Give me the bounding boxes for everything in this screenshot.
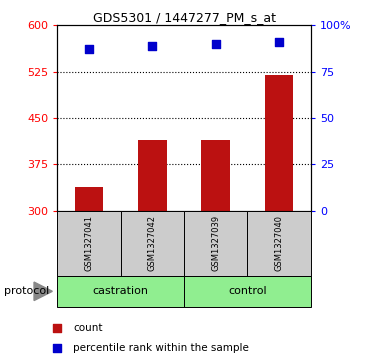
Point bbox=[54, 346, 60, 351]
Title: GDS5301 / 1447277_PM_s_at: GDS5301 / 1447277_PM_s_at bbox=[92, 11, 276, 24]
Point bbox=[86, 46, 92, 52]
Bar bbox=[248, 211, 311, 276]
Point bbox=[149, 43, 155, 49]
Text: percentile rank within the sample: percentile rank within the sample bbox=[73, 343, 249, 354]
Text: castration: castration bbox=[93, 286, 149, 296]
Point bbox=[54, 325, 60, 331]
Bar bbox=[121, 211, 184, 276]
Point bbox=[213, 41, 219, 47]
Bar bbox=[184, 211, 248, 276]
Bar bbox=[138, 139, 166, 211]
Text: control: control bbox=[228, 286, 267, 296]
Text: GSM1327039: GSM1327039 bbox=[211, 215, 220, 271]
Text: count: count bbox=[73, 323, 103, 333]
Bar bbox=[57, 211, 121, 276]
Text: GSM1327042: GSM1327042 bbox=[148, 215, 157, 271]
Text: GSM1327040: GSM1327040 bbox=[275, 215, 284, 271]
Polygon shape bbox=[34, 282, 53, 301]
Bar bbox=[202, 139, 230, 211]
Text: protocol: protocol bbox=[4, 286, 49, 296]
Text: GSM1327041: GSM1327041 bbox=[84, 215, 94, 271]
Point bbox=[276, 39, 282, 45]
Bar bbox=[75, 187, 103, 211]
Bar bbox=[184, 276, 311, 307]
Bar bbox=[57, 276, 184, 307]
Bar bbox=[265, 75, 293, 211]
